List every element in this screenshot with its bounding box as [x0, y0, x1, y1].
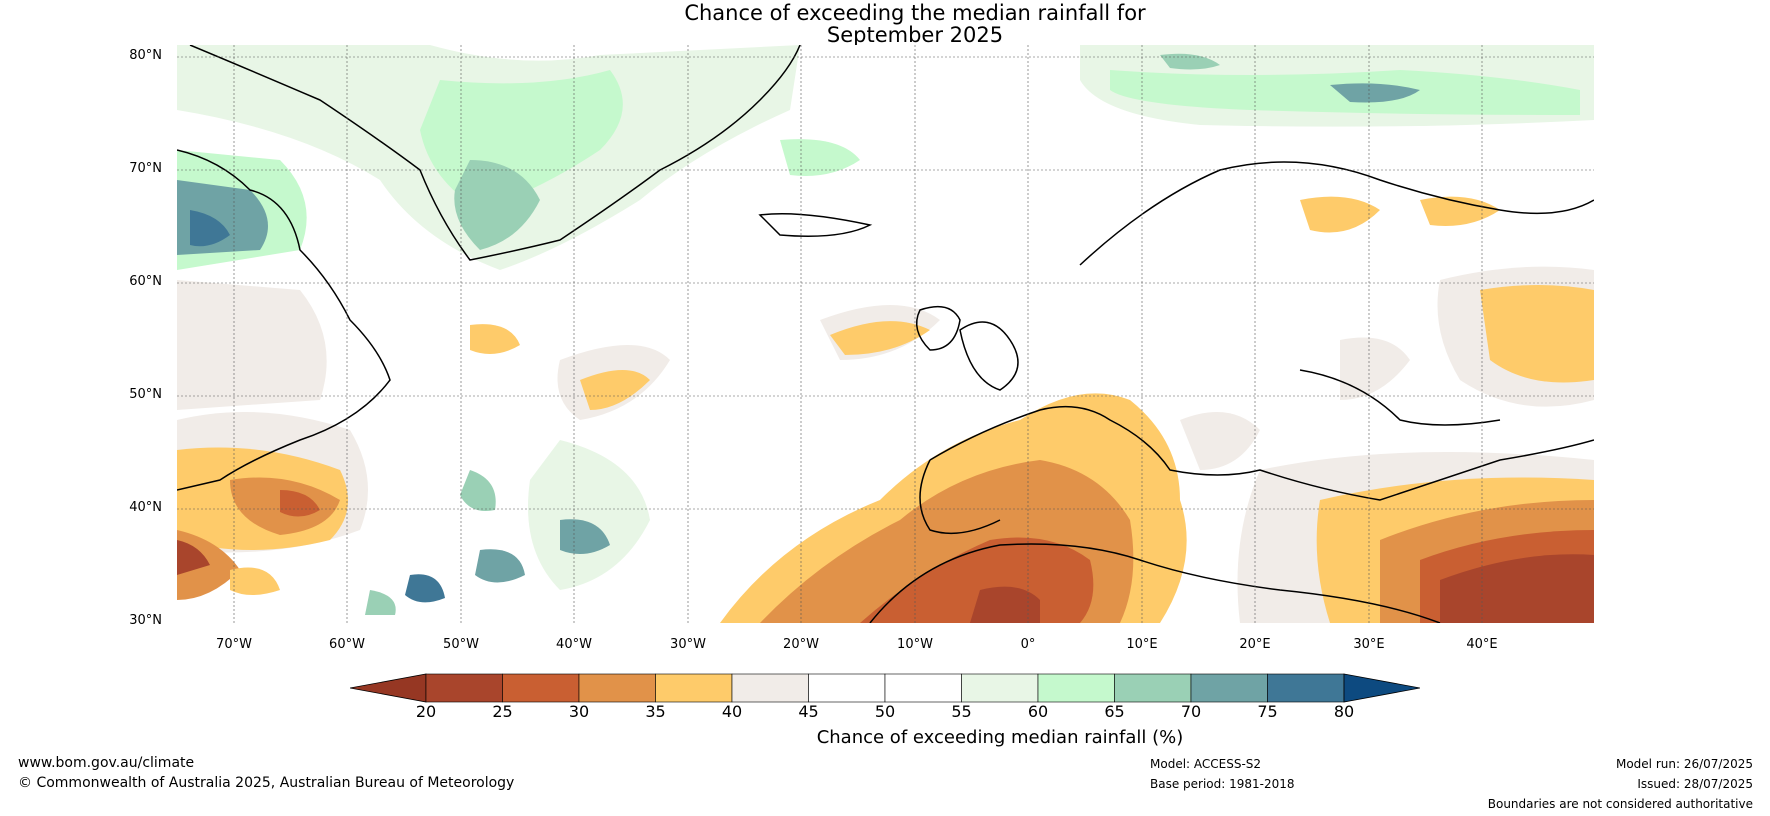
- colorbar-bin-35-40: [655, 673, 733, 703]
- colorbar-bin-70-75: [1190, 673, 1268, 703]
- lat-label-80n: 80°N: [129, 48, 162, 63]
- lon-label-20e: 20°E: [1239, 637, 1271, 652]
- graticule: [177, 45, 1594, 623]
- colorbar-tick-65: 65: [1104, 702, 1125, 721]
- colorbar-tick-40: 40: [721, 702, 743, 721]
- lon-label-10e: 10°E: [1126, 637, 1158, 652]
- colorbar-bin-65-70: [1114, 673, 1192, 703]
- footer-base-period: Base period: 1981-2018: [1150, 777, 1295, 791]
- lon-label-40w: 40°W: [556, 637, 592, 652]
- colorbar-bin-55-60: [961, 673, 1039, 703]
- footer-website: www.bom.gov.au/climate: [18, 755, 195, 771]
- colorbar-bin-45-50: [808, 673, 886, 703]
- lon-label-60w: 60°W: [329, 637, 365, 652]
- lon-label-30w: 30°W: [670, 637, 706, 652]
- lat-label-50n: 50°N: [129, 387, 162, 402]
- colorbar-bins: [425, 673, 1345, 703]
- colorbar-tick-80: 80: [1333, 702, 1355, 721]
- colorbar-label: Chance of exceeding median rainfall (%): [816, 727, 1184, 748]
- lat-label-70n: 70°N: [129, 161, 162, 176]
- colorbar-tick-70: 70: [1180, 702, 1202, 721]
- colorbar-tick-60: 60: [1027, 702, 1049, 721]
- footer-issued: Issued: 28/07/2025: [1637, 777, 1753, 791]
- colorbar-tick-50: 50: [874, 702, 896, 721]
- lon-label-30e: 30°E: [1353, 637, 1385, 652]
- footer-copyright: © Commonwealth of Australia 2025, Austra…: [18, 775, 515, 791]
- lon-label-10w: 10°W: [897, 637, 933, 652]
- colorbar-tick-20: 20: [415, 702, 437, 721]
- colorbar-bin-30-35: [578, 673, 656, 703]
- colorbar-tick-55: 55: [951, 702, 972, 721]
- lon-label-20w: 20°W: [783, 637, 819, 652]
- lon-label-0: 0°: [1020, 637, 1036, 652]
- lat-label-60n: 60°N: [129, 274, 162, 289]
- colorbar-over-arrow: [1343, 673, 1420, 703]
- colorbar-tick-30: 30: [568, 702, 590, 721]
- colorbar-bin-25-30: [502, 673, 580, 703]
- high-probability-regions: [177, 45, 1594, 615]
- low-probability-regions: [177, 196, 1594, 623]
- colorbar-tick-45: 45: [798, 702, 819, 721]
- colorbar-bin-50-55: [884, 673, 962, 703]
- lon-label-50w: 50°W: [443, 637, 479, 652]
- lon-label-40e: 40°E: [1466, 637, 1498, 652]
- colorbar-bin-20-25: [425, 673, 503, 703]
- footer-model: Model: ACCESS-S2: [1150, 757, 1262, 771]
- colorbar-tick-35: 35: [645, 702, 666, 721]
- lat-label-30n: 30°N: [129, 613, 162, 628]
- colorbar-under-arrow: [350, 673, 427, 703]
- footer-model-run: Model run: 26/07/2025: [1615, 757, 1753, 771]
- colorbar: [350, 673, 1420, 703]
- lon-label-70w: 70°W: [216, 637, 252, 652]
- map-title-line-2: September 2025: [826, 23, 1004, 47]
- colorbar-tick-75: 75: [1257, 702, 1278, 721]
- colorbar-tick-25: 25: [492, 702, 513, 721]
- footer-disclaimer: Boundaries are not considered authoritat…: [1487, 797, 1753, 811]
- coastlines: [177, 45, 1594, 623]
- map-title-line-1: Chance of exceeding the median rainfall …: [684, 1, 1146, 25]
- lat-label-40n: 40°N: [129, 500, 162, 515]
- colorbar-bin-60-65: [1037, 673, 1115, 703]
- colorbar-bin-40-45: [731, 673, 809, 703]
- colorbar-bin-75-80: [1267, 673, 1345, 703]
